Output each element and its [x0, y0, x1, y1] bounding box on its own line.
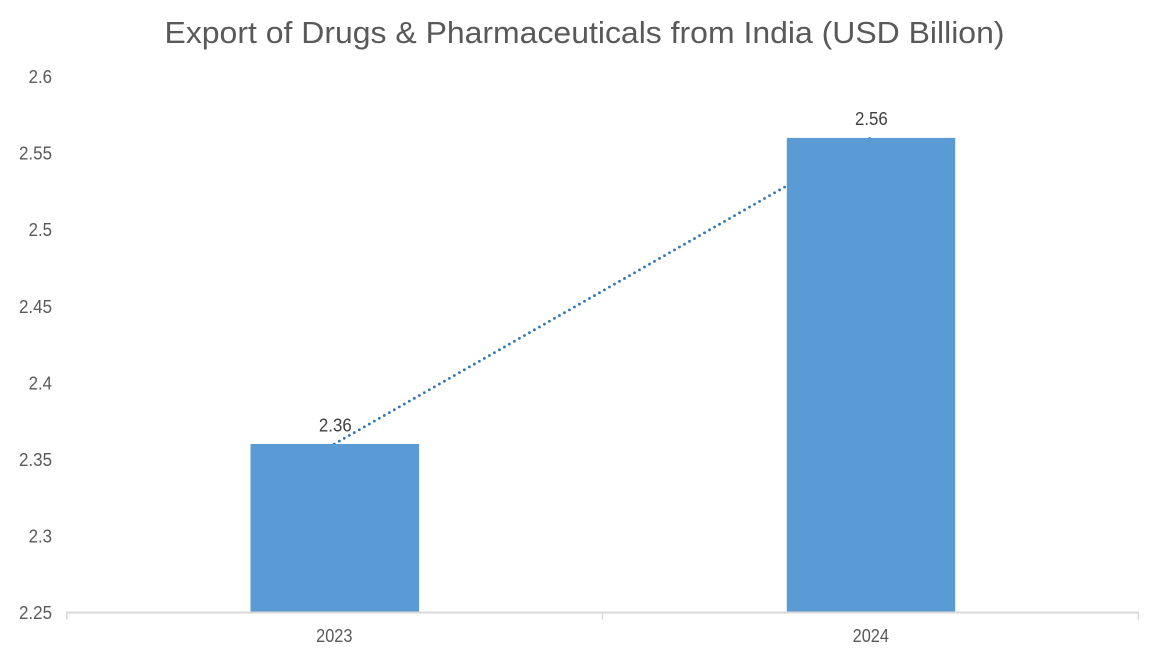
svg-text:2024: 2024 [853, 625, 889, 646]
svg-text:2.4: 2.4 [29, 372, 52, 393]
svg-text:Export of Drugs & Pharmaceutic: Export of Drugs & Pharmaceuticals from I… [165, 16, 1005, 50]
svg-text:2.3: 2.3 [29, 526, 52, 547]
svg-text:2.56: 2.56 [855, 108, 888, 129]
svg-text:2.55: 2.55 [19, 143, 52, 164]
svg-text:2.36: 2.36 [319, 414, 352, 435]
svg-text:2023: 2023 [316, 625, 352, 646]
svg-text:2.25: 2.25 [19, 602, 52, 623]
svg-text:2.35: 2.35 [19, 449, 52, 470]
svg-text:2.45: 2.45 [19, 296, 52, 317]
svg-text:2.5: 2.5 [29, 219, 52, 240]
svg-text:2.6: 2.6 [29, 66, 52, 87]
